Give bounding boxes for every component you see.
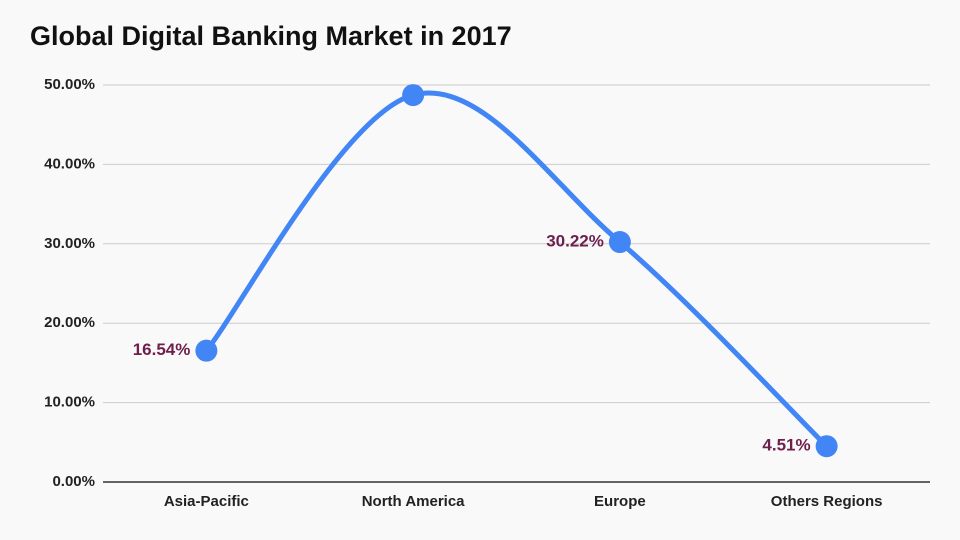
line — [204, 90, 829, 448]
point — [815, 435, 838, 458]
x-tick-label: Asia-Pacific — [164, 493, 249, 510]
y-tick-label: 20.00% — [44, 314, 95, 331]
x-tick-label: North America — [362, 493, 465, 510]
y-tick-label: 40.00% — [44, 155, 95, 172]
chart-title: Global Digital Banking Market in 2017 — [30, 21, 512, 51]
y-tick-label: 50.00% — [44, 76, 95, 93]
x-tick-label: Europe — [594, 493, 646, 510]
value-label: 4.51% — [762, 436, 810, 455]
y-tick-label: 10.00% — [44, 394, 95, 411]
x-tick-label: Others Regions — [771, 493, 883, 510]
point — [195, 339, 218, 362]
value-label: 16.54% — [133, 340, 191, 359]
y-tick-label: 0.00% — [52, 473, 95, 490]
y-tick-label: 30.00% — [44, 235, 95, 252]
point — [402, 84, 425, 107]
value-label: 30.22% — [546, 232, 604, 251]
point — [608, 231, 631, 254]
